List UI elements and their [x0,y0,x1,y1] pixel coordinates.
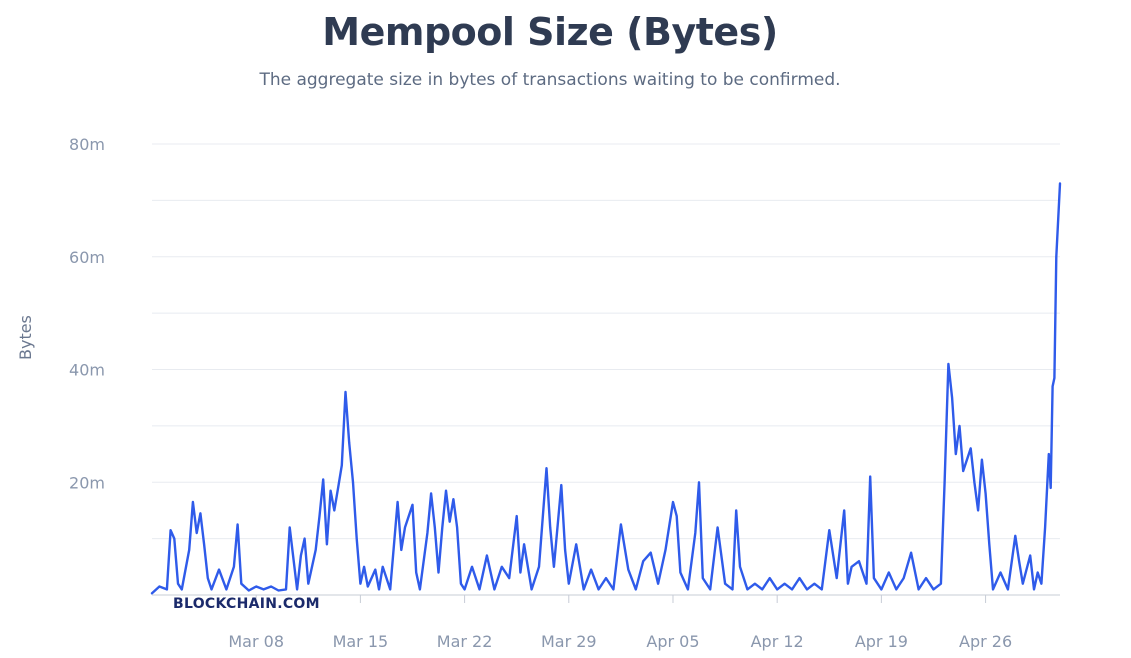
chart-subtitle: The aggregate size in bytes of transacti… [259,70,841,90]
x-tick-label: Mar 29 [541,632,597,651]
x-tick-label: Apr 26 [959,632,1012,651]
y-tick-label: 20m [69,473,105,492]
x-tick-label: Apr 12 [751,632,804,651]
blockchain-watermark: BLOCKCHAIN.COM [173,596,320,612]
gridlines [152,143,1060,596]
x-tick-label: Mar 08 [228,632,284,651]
chart-title: Mempool Size (Bytes) [322,10,778,54]
y-tick-label: 40m [69,361,105,380]
x-tick-label: Mar 15 [333,632,389,651]
x-ticks: Mar 08 Mar 15 Mar 22 Mar 29 Apr 05 Apr 12 Apr … [228,595,1012,651]
x-tick-label: Apr 19 [855,632,908,651]
y-tick-label: 60m [69,248,105,267]
y-ticks: 20m 40m 60m 80m [69,135,105,492]
x-tick-label: Apr 05 [646,632,699,651]
x-tick-label: Mar 22 [437,632,493,651]
series-line [150,182,1062,595]
y-tick-label: 80m [69,135,105,154]
